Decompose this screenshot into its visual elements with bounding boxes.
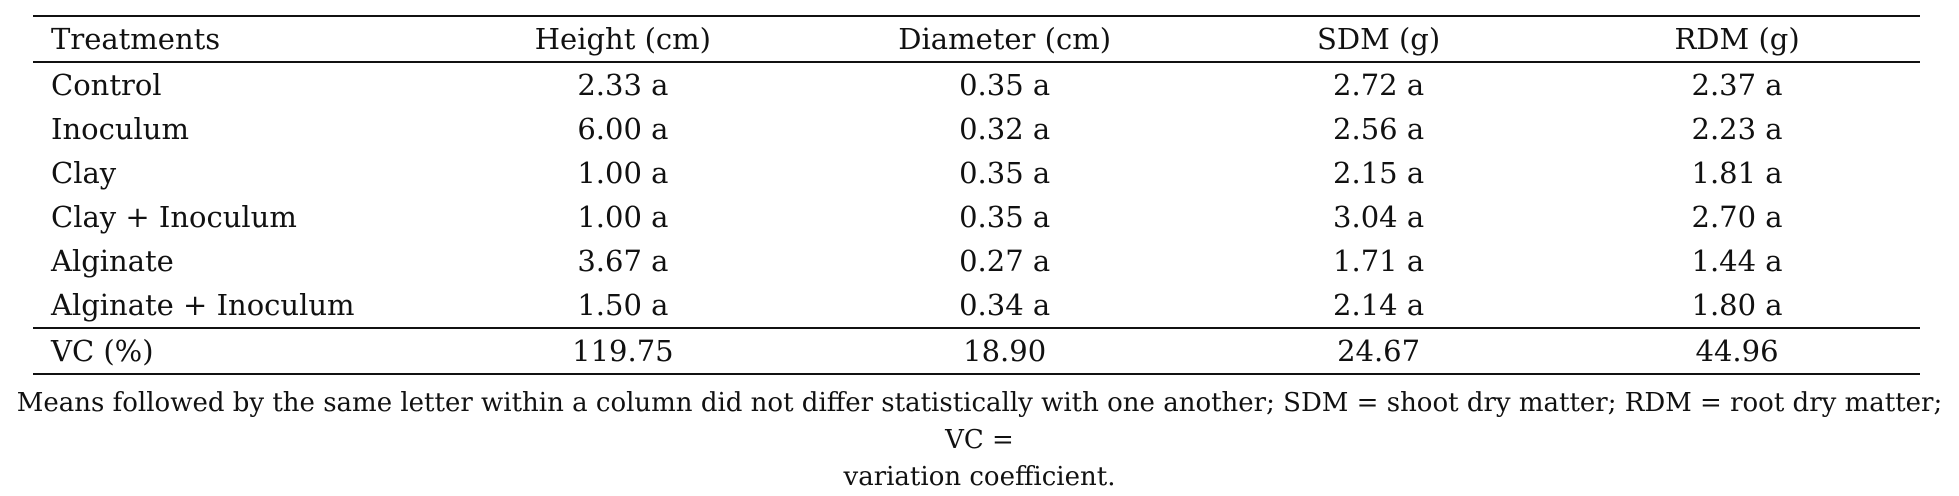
row-diameter: 0.35 a xyxy=(959,67,1051,102)
row-height: 1.00 a xyxy=(577,155,669,190)
table-note-line-2: variation coefficient. xyxy=(843,462,1116,492)
row-diameter: 0.35 a xyxy=(959,199,1051,234)
vc-rdm: 44.96 xyxy=(1554,327,1920,375)
vc-sdm: 24.67 xyxy=(1203,327,1555,375)
header-sdm: SDM (g) xyxy=(1203,15,1555,63)
header-row: Treatments Height (cm) Diameter (cm) SDM… xyxy=(33,15,1920,63)
row-diameter: 0.27 a xyxy=(959,243,1051,278)
row-treatment: Alginate + Inoculum xyxy=(51,287,355,322)
header-diameter: Diameter (cm) xyxy=(806,15,1204,63)
row-diameter: 0.34 a xyxy=(959,287,1051,322)
row-rdm: 2.70 a xyxy=(1691,199,1783,234)
table-note-line-1: Means followed by the same letter within… xyxy=(16,388,1943,455)
row-treatment: Control xyxy=(51,67,162,102)
row-treatment: Inoculum xyxy=(51,111,189,146)
vc-row: VC (%) 119.75 18.90 24.67 44.96 xyxy=(33,327,1920,375)
table-row: Clay + Inoculum 1.00 a 0.35 a 3.04 a 2.7… xyxy=(33,195,1920,239)
vc-diameter: 18.90 xyxy=(806,327,1204,375)
row-diameter: 0.35 a xyxy=(959,155,1051,190)
table-footer: VC (%) 119.75 18.90 24.67 44.96 xyxy=(33,327,1920,375)
row-treatment: Clay xyxy=(51,155,117,190)
row-rdm: 1.44 a xyxy=(1691,243,1783,278)
row-height: 2.33 a xyxy=(577,67,669,102)
row-rdm: 2.23 a xyxy=(1691,111,1783,146)
row-sdm: 2.72 a xyxy=(1333,67,1425,102)
header-treatments: Treatments xyxy=(33,15,440,63)
table-row: Inoculum 6.00 a 0.32 a 2.56 a 2.23 a xyxy=(33,107,1920,151)
header-rdm: RDM (g) xyxy=(1554,15,1920,63)
table-row: Clay 1.00 a 0.35 a 2.15 a 1.81 a xyxy=(33,151,1920,195)
table-body: Control 2.33 a 0.35 a 2.72 a 2.37 a Inoc… xyxy=(33,62,1920,328)
table-row: Alginate + Inoculum 1.50 a 0.34 a 2.14 a… xyxy=(33,283,1920,328)
table-header: Treatments Height (cm) Diameter (cm) SDM… xyxy=(33,15,1920,63)
table-row: Control 2.33 a 0.35 a 2.72 a 2.37 a xyxy=(33,62,1920,107)
row-height: 1.50 a xyxy=(577,287,669,322)
row-rdm: 1.81 a xyxy=(1691,155,1783,190)
page: Treatments Height (cm) Diameter (cm) SDM… xyxy=(17,15,1942,492)
row-treatment: Alginate xyxy=(51,243,174,278)
vc-height: 119.75 xyxy=(439,327,807,375)
header-height: Height (cm) xyxy=(439,15,807,63)
row-sdm: 1.71 a xyxy=(1333,243,1425,278)
row-height: 3.67 a xyxy=(577,243,669,278)
row-sdm: 2.15 a xyxy=(1333,155,1425,190)
vc-label: VC (%) xyxy=(33,327,440,375)
row-sdm: 2.14 a xyxy=(1333,287,1425,322)
results-table: Treatments Height (cm) Diameter (cm) SDM… xyxy=(33,15,1920,375)
row-rdm: 1.80 a xyxy=(1691,287,1783,322)
row-sdm: 3.04 a xyxy=(1333,199,1425,234)
row-sdm: 2.56 a xyxy=(1333,111,1425,146)
row-rdm: 2.37 a xyxy=(1691,67,1783,102)
row-treatment: Clay + Inoculum xyxy=(51,199,297,234)
table-row: Alginate 3.67 a 0.27 a 1.71 a 1.44 a xyxy=(33,239,1920,283)
row-height: 1.00 a xyxy=(577,199,669,234)
row-diameter: 0.32 a xyxy=(959,111,1051,146)
row-height: 6.00 a xyxy=(577,111,669,146)
table-note: Means followed by the same letter within… xyxy=(0,385,1959,496)
